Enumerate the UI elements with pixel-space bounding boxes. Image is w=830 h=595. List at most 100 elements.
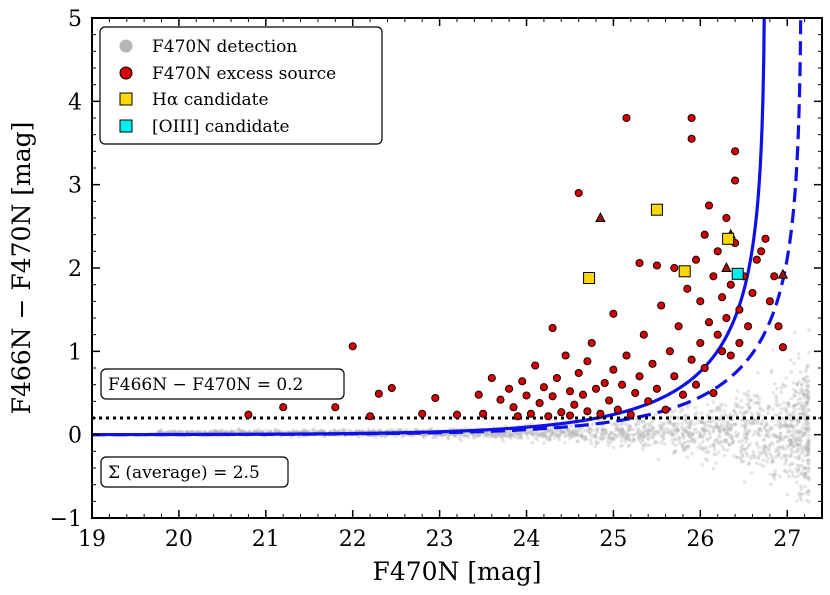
detection-point xyxy=(725,427,729,432)
detection-point xyxy=(762,425,767,430)
detection-point xyxy=(740,443,745,448)
detection-point xyxy=(593,435,598,440)
detection-point xyxy=(771,348,775,352)
detection-point xyxy=(708,420,712,424)
detection-point xyxy=(554,434,559,438)
detection-point xyxy=(786,402,791,406)
detection-point xyxy=(677,435,681,440)
detection-point xyxy=(688,433,692,438)
detection-point xyxy=(607,433,612,437)
detection-point xyxy=(802,393,806,397)
detection-point xyxy=(548,438,552,442)
detection-point xyxy=(741,459,746,464)
detection-point xyxy=(614,428,618,433)
detection-point xyxy=(649,428,653,432)
detection-point xyxy=(501,434,505,439)
detection-point xyxy=(682,446,687,450)
detection-point xyxy=(795,382,800,386)
detection-point xyxy=(516,436,521,440)
detection-point xyxy=(642,444,646,448)
detection-point xyxy=(786,403,791,407)
detection-point xyxy=(782,401,786,405)
detection-point xyxy=(652,427,656,431)
detection-point xyxy=(801,403,806,407)
detection-point xyxy=(752,401,757,405)
detection-point xyxy=(778,424,782,428)
detection-point xyxy=(431,435,436,439)
excess-source-point xyxy=(735,338,744,348)
detection-point xyxy=(621,429,625,434)
detection-point xyxy=(697,430,702,435)
detection-point xyxy=(691,437,695,442)
detection-point xyxy=(620,435,624,440)
detection-point xyxy=(800,433,805,438)
detection-point xyxy=(768,443,772,448)
detection-point xyxy=(603,431,608,436)
detection-point xyxy=(789,454,793,459)
sensitivity-curve-dashed xyxy=(92,18,803,437)
detection-point xyxy=(805,402,809,406)
detection-point xyxy=(311,428,315,433)
detection-point xyxy=(743,447,747,452)
detection-point xyxy=(673,429,677,433)
detection-point xyxy=(649,415,653,420)
detection-point xyxy=(801,377,805,381)
detection-point xyxy=(787,443,792,448)
detection-point xyxy=(700,427,705,432)
detection-point xyxy=(807,397,811,401)
detection-point xyxy=(711,428,716,432)
halpha-candidate-point xyxy=(650,203,663,216)
detection-point xyxy=(785,410,789,415)
detection-point xyxy=(482,432,487,437)
detection-point xyxy=(599,434,604,438)
detection-point xyxy=(684,429,689,433)
detection-point xyxy=(783,406,787,410)
detection-point xyxy=(733,421,738,426)
detection-point xyxy=(465,434,470,438)
detection-point xyxy=(717,440,722,445)
detection-point xyxy=(454,434,458,439)
detection-point xyxy=(745,432,749,437)
detection-point xyxy=(505,429,509,434)
detection-point xyxy=(779,407,784,411)
detection-point xyxy=(802,413,807,417)
excess-source-point xyxy=(631,388,640,398)
detection-point xyxy=(803,430,807,435)
excess-source-point xyxy=(678,390,688,399)
detection-point xyxy=(726,421,730,425)
detection-point xyxy=(342,427,347,432)
detection-point xyxy=(740,423,744,428)
excess-source-point xyxy=(713,247,722,256)
detection-point xyxy=(686,439,691,444)
detection-point xyxy=(682,429,686,433)
detection-point xyxy=(671,422,675,427)
detection-point xyxy=(239,429,243,434)
detection-point xyxy=(714,461,718,466)
detection-point xyxy=(663,430,667,434)
x-tick-label: 24 xyxy=(513,527,541,552)
detection-point xyxy=(735,434,739,439)
detection-point xyxy=(530,432,534,436)
detection-point xyxy=(803,476,808,480)
detection-point xyxy=(512,434,517,439)
detection-point xyxy=(789,358,793,362)
detection-point xyxy=(493,434,497,439)
detection-point xyxy=(749,411,754,416)
detection-point xyxy=(805,445,810,450)
detection-point xyxy=(793,389,798,394)
detection-point xyxy=(577,428,582,432)
detection-point xyxy=(725,432,729,436)
detection-point xyxy=(639,435,644,439)
detection-point xyxy=(803,444,808,448)
detection-point xyxy=(510,433,515,438)
detection-point xyxy=(793,407,797,412)
detection-point xyxy=(474,433,479,437)
detection-point xyxy=(620,433,625,438)
detection-point xyxy=(786,423,790,428)
detection-point xyxy=(673,437,677,442)
detection-point xyxy=(228,429,233,434)
detection-point xyxy=(801,459,805,463)
detection-point xyxy=(636,427,640,431)
detection-point xyxy=(705,437,709,441)
detection-point xyxy=(804,393,809,397)
